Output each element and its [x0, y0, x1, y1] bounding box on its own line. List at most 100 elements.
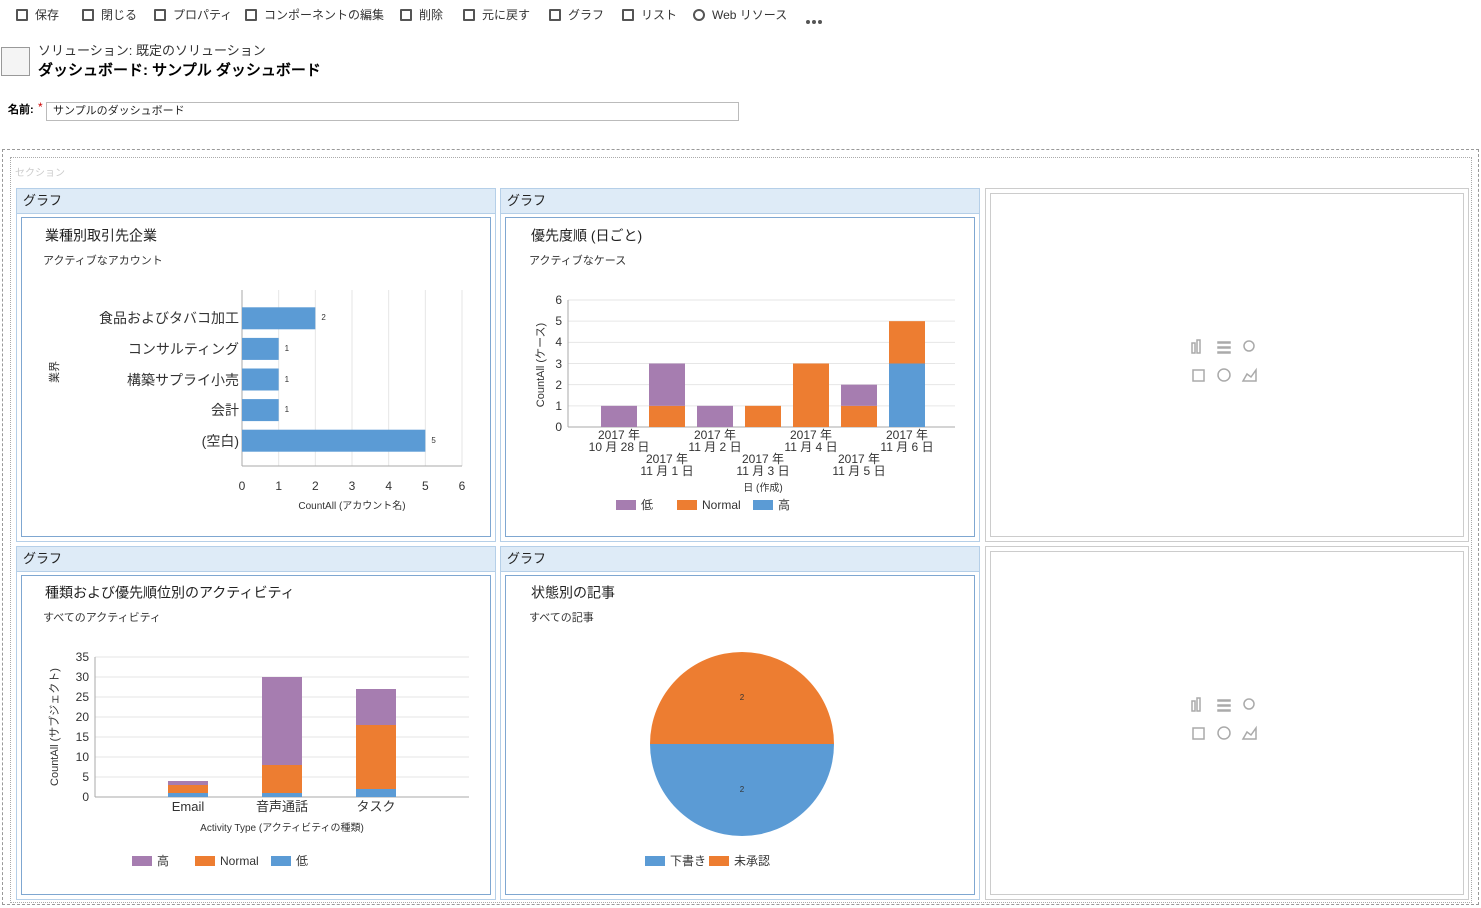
toolbar-icon — [549, 9, 561, 21]
solution-label: ソリューション: 既定のソリューション — [38, 43, 266, 58]
toolbar-icon — [154, 9, 166, 21]
bar-segment — [168, 793, 208, 797]
y-tick-label: 5 — [82, 770, 89, 784]
data-label: 2 — [739, 785, 745, 794]
legend-label[interactable]: 高 — [778, 498, 791, 512]
toolbar-button[interactable]: コンポーネントの編集 — [264, 8, 385, 22]
chart-subtitle: すべてのアクティビティ — [43, 612, 161, 624]
chart-panel[interactable]: グラフ — [16, 188, 496, 542]
toolbar-icon — [622, 9, 634, 21]
x-tick-label: 2017 年 11 月 1 日 — [640, 452, 694, 478]
y-tick-label: 5 — [555, 314, 562, 329]
toolbar-icon — [693, 9, 705, 21]
bar — [242, 368, 279, 391]
x-tick-label: 1 — [275, 479, 282, 493]
bar-segment — [697, 405, 733, 427]
name-input[interactable]: サンプルのダッシュボード — [46, 102, 739, 121]
bar-segment — [745, 405, 781, 427]
empty-panel[interactable] — [985, 188, 1469, 542]
bar-segment — [601, 405, 637, 427]
x-tick-label: 2017 年 11 月 3 日 — [736, 452, 790, 478]
y-tick-label: 構築サプライ小売 — [127, 371, 239, 388]
legend-label[interactable]: 高 — [157, 854, 170, 868]
data-label: 5 — [431, 435, 436, 445]
x-tick-label: 5 — [421, 479, 429, 493]
section-label: セクション — [15, 168, 65, 179]
x-tick-label: 2017 年 11 月 5 日 — [832, 452, 886, 478]
legend-label[interactable]: Normal — [702, 498, 741, 512]
legend-swatch — [132, 856, 152, 866]
section[interactable] — [10, 157, 1472, 903]
bar-segment — [889, 321, 925, 364]
empty-panel[interactable] — [985, 546, 1469, 900]
x-tick-label: 3 — [348, 479, 356, 493]
y-tick-label: 会計 — [211, 402, 239, 419]
toolbar-button[interactable]: 保存 — [35, 8, 60, 22]
toolbar-button[interactable]: 元に戻す — [482, 8, 531, 22]
chart-subtitle: アクティブなケース — [529, 255, 627, 267]
bar-segment — [649, 405, 685, 427]
data-label: 1 — [284, 405, 290, 415]
page-title: ダッシュボード: サンプル ダッシュボード — [38, 62, 321, 79]
pie-slice — [650, 744, 834, 836]
y-tick-label: 35 — [75, 650, 89, 664]
y-tick-label: 1 — [555, 398, 562, 413]
x-tick-label: 2017 年 11 月 6 日 — [880, 428, 934, 454]
toolbar-button[interactable]: プロパティ — [173, 8, 233, 22]
y-tick-label: 30 — [75, 670, 89, 684]
y-axis-label: 業界 — [49, 361, 61, 383]
data-label: 2 — [321, 313, 326, 323]
y-tick-label: 4 — [555, 335, 562, 350]
x-tick-label: 2017 年 11 月 4 日 — [784, 428, 838, 454]
x-axis-label: Activity Type (アクティビティの種類) — [200, 823, 364, 834]
panel-header: グラフ — [17, 547, 495, 572]
x-tick-label: 4 — [385, 479, 392, 493]
data-label: 1 — [284, 343, 290, 353]
toolbar-button[interactable]: Web リソース — [712, 8, 788, 22]
x-tick-label: 2017 年 10 月 28 日 — [588, 428, 650, 454]
x-tick-label: Email — [171, 799, 205, 814]
toolbar-icon — [400, 9, 412, 21]
y-tick-label: 2 — [555, 377, 562, 392]
more-button[interactable] — [806, 12, 822, 30]
legend-swatch — [195, 856, 215, 866]
bar — [242, 399, 279, 422]
chart-panel[interactable]: グラフ — [500, 188, 980, 542]
y-axis-label: CountAll (ケース) — [535, 322, 547, 408]
chart-subtitle: アクティブなアカウント — [43, 255, 163, 267]
chart-panel[interactable]: グラフ — [16, 546, 496, 900]
toolbar-button[interactable]: グラフ — [568, 8, 605, 22]
legend-label[interactable]: 低 — [641, 498, 654, 512]
legend-swatch — [709, 856, 729, 866]
chart-frame — [21, 217, 491, 537]
y-tick-label: (空白) — [201, 432, 239, 449]
bar-segment — [356, 689, 396, 725]
data-label: 2 — [739, 693, 745, 702]
name-label: 名前: — [8, 104, 34, 116]
x-axis-label: CountAll (アカウント名) — [298, 501, 406, 512]
legend-label[interactable]: 低 — [296, 854, 309, 868]
chart-title: 業種別取引先企業 — [45, 227, 157, 244]
bar-segment — [889, 363, 925, 427]
legend-label[interactable]: Normal — [220, 854, 259, 868]
toolbar-button[interactable]: リスト — [641, 8, 678, 22]
legend-label[interactable]: 下書き — [670, 854, 707, 868]
x-tick-label: 0 — [238, 479, 246, 493]
required-mark: * — [38, 100, 43, 114]
y-tick-label: 0 — [82, 790, 89, 804]
bar-segment — [262, 793, 302, 797]
bar-segment — [168, 781, 208, 785]
toolbar-button[interactable]: 削除 — [419, 8, 444, 22]
toolbar-button[interactable]: 閉じる — [101, 8, 138, 22]
toolbar-icon — [245, 9, 257, 21]
bar — [242, 429, 426, 452]
bar-segment — [356, 725, 396, 789]
bar — [242, 337, 279, 360]
panel-header: グラフ — [501, 547, 979, 572]
chart-panel[interactable]: グラフ — [500, 546, 980, 900]
x-tick-label: タスク — [356, 799, 396, 814]
pie-slice — [650, 652, 834, 744]
legend-label[interactable]: 未承認 — [734, 854, 771, 868]
y-tick-label: 6 — [555, 293, 562, 307]
